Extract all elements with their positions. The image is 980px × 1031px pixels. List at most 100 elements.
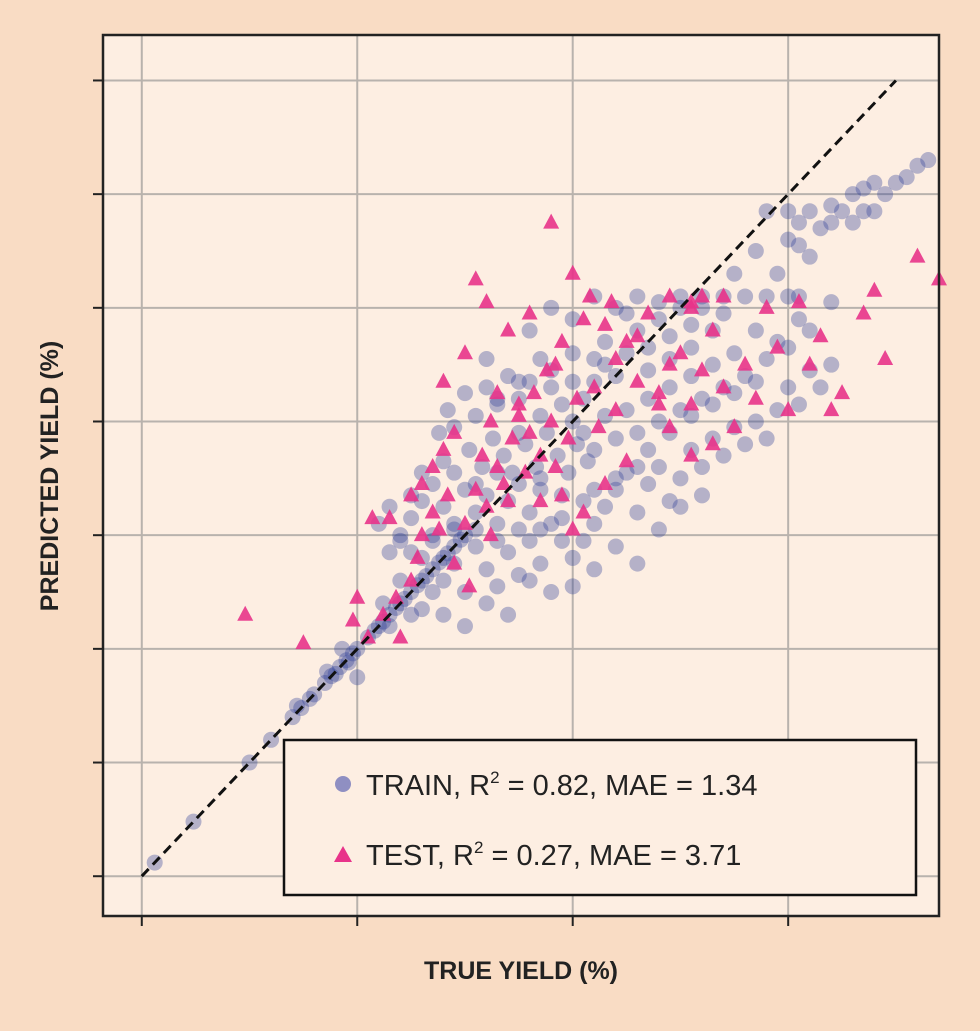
test-point — [607, 401, 624, 417]
train-point — [456, 618, 473, 635]
test-point — [467, 480, 484, 496]
train-point — [575, 493, 592, 510]
train-point — [909, 157, 926, 174]
train-point — [586, 561, 603, 578]
train-point — [920, 152, 937, 169]
train-point — [597, 407, 614, 424]
train-point — [340, 654, 357, 671]
test-point — [510, 406, 527, 422]
test-point — [640, 304, 657, 320]
train-point — [543, 584, 560, 601]
test-point — [474, 446, 491, 462]
train-point — [823, 356, 840, 373]
train-point — [726, 345, 743, 362]
train-point — [801, 322, 818, 339]
train-point — [650, 294, 667, 311]
test-point — [482, 412, 499, 428]
train-point — [510, 373, 527, 390]
train-point — [532, 470, 549, 487]
test-point — [564, 520, 581, 536]
train-point — [521, 322, 538, 339]
train-point — [823, 197, 840, 214]
train-point — [640, 390, 657, 407]
train-point — [381, 498, 398, 515]
test-point — [553, 486, 570, 502]
train-point — [629, 424, 646, 441]
legend-box — [282, 738, 918, 897]
train-point — [521, 504, 538, 521]
test-point — [403, 486, 420, 502]
train-point — [564, 578, 581, 595]
test-point — [597, 315, 614, 331]
train-point — [381, 544, 398, 561]
train-point — [375, 595, 392, 612]
test-point — [547, 355, 564, 371]
test-point — [569, 389, 586, 405]
train-point — [801, 203, 818, 220]
train-point — [579, 453, 596, 470]
test-point — [661, 287, 678, 303]
train-point — [489, 396, 506, 413]
test-point — [581, 287, 598, 303]
test-point — [446, 554, 463, 570]
test-point — [866, 281, 883, 297]
train-point — [564, 549, 581, 566]
test-point — [409, 548, 426, 564]
test-point — [482, 526, 499, 542]
train-point — [640, 476, 657, 493]
train-point — [780, 288, 797, 305]
train-point — [435, 498, 452, 515]
train-point — [467, 538, 484, 555]
test-point — [478, 293, 495, 309]
train-point — [823, 214, 840, 231]
train-point — [726, 265, 743, 282]
test-point — [834, 384, 851, 400]
test-point — [650, 384, 667, 400]
test-point — [392, 628, 409, 644]
train-point — [349, 669, 366, 686]
test-point — [564, 264, 581, 280]
train-point — [672, 470, 689, 487]
train-point — [560, 464, 577, 481]
test-point — [349, 588, 366, 604]
test-point — [758, 298, 775, 314]
train-point — [586, 441, 603, 458]
test-point — [683, 293, 700, 309]
train-point — [661, 493, 678, 510]
test-point — [704, 321, 721, 337]
train-point — [704, 396, 721, 413]
train-point — [413, 464, 430, 481]
train-point — [790, 311, 807, 328]
test-point — [364, 509, 381, 525]
test-point — [672, 344, 689, 360]
train-point — [495, 447, 512, 464]
legend-test-label: TEST, R2 = 0.27, MAE = 3.71 — [366, 838, 741, 872]
test-point — [413, 475, 430, 491]
train-point — [484, 430, 501, 447]
train-point — [597, 498, 614, 515]
test-point — [801, 355, 818, 371]
train-point — [898, 169, 915, 186]
train-point — [780, 203, 797, 220]
train-point — [866, 203, 883, 220]
train-point — [629, 555, 646, 572]
test-point — [461, 577, 478, 593]
train-point — [715, 447, 732, 464]
train-point — [683, 339, 700, 356]
train-point — [424, 532, 441, 549]
test-point — [693, 361, 710, 377]
train-point — [629, 504, 646, 521]
test-point — [424, 503, 441, 519]
train-point — [650, 413, 667, 430]
test-point — [650, 395, 667, 411]
train-point — [413, 493, 430, 510]
train-point — [715, 305, 732, 322]
test-point — [403, 571, 420, 587]
train-point — [769, 265, 786, 282]
test-point — [683, 446, 700, 462]
train-point — [661, 379, 678, 396]
train-point — [500, 606, 517, 623]
test-point — [525, 384, 542, 400]
train-point — [790, 396, 807, 413]
train-point — [758, 203, 775, 220]
